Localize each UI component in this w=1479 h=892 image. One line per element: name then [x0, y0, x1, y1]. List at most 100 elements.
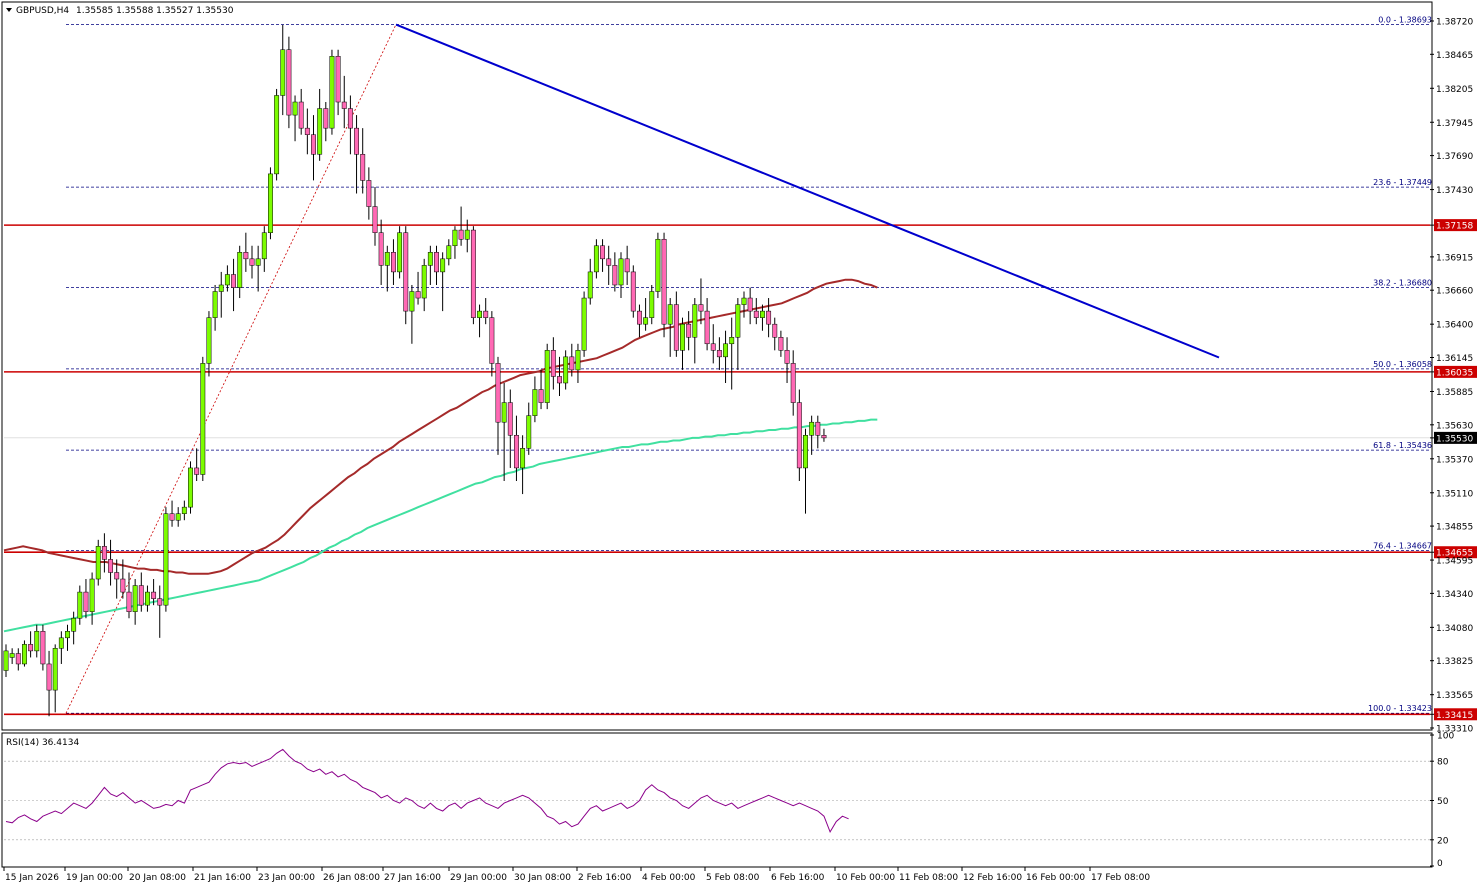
candle-body — [15, 653, 21, 665]
candle-body — [71, 617, 77, 632]
rsi-tick-label: 20 — [1437, 836, 1449, 846]
candle-body — [188, 467, 193, 508]
rsi-line — [5, 748, 849, 834]
candle-body — [317, 108, 323, 155]
candle-body — [520, 448, 526, 469]
y-tick-label: 1.33825 — [1436, 657, 1473, 667]
candle-body — [667, 304, 673, 325]
price-tag-label: 1.36035 — [1436, 368, 1473, 378]
candle-body — [593, 245, 599, 273]
candle-body — [323, 108, 329, 129]
fib-layer: 0.0 - 1.38693 23.6 - 1.37449 38.2 - 1.3668… — [65, 16, 1432, 714]
candle-body — [268, 173, 273, 233]
candle-body — [458, 229, 464, 240]
candle-body — [575, 350, 581, 371]
candle-body — [218, 284, 224, 292]
candle-body — [741, 297, 747, 305]
candle-body — [65, 631, 70, 639]
y-tick-label: 1.34340 — [1436, 590, 1473, 600]
candle-body — [427, 252, 433, 266]
candle-body — [335, 56, 341, 103]
candle-body — [446, 245, 452, 260]
candle-body — [366, 180, 372, 207]
candle-body — [747, 297, 753, 312]
candle-body — [538, 389, 544, 403]
collapse-arrow-icon[interactable] — [6, 8, 12, 12]
candle-body — [206, 317, 212, 364]
candle-body — [723, 343, 728, 358]
rsi-tick-label: 50 — [1437, 797, 1449, 807]
candle-body — [809, 421, 815, 436]
y-tick-label: 1.33565 — [1436, 691, 1473, 701]
price-tag-bg — [1434, 365, 1477, 378]
rsi-tick-label: 100 — [1437, 732, 1454, 742]
trend-layer — [395, 23, 1220, 359]
x-tick-label: 26 Jan 08:00 — [323, 873, 380, 883]
x-axis: 15 Jan 2026 19 Jan 00:00 20 Jan 08:00 21 Ja… — [3, 867, 1150, 883]
candle-body — [415, 291, 421, 299]
candle-body — [237, 252, 243, 288]
price-tag-bg — [1434, 219, 1477, 232]
candle-body — [58, 637, 64, 649]
fib-diagonal — [65, 24, 397, 714]
x-tick-label: 16 Feb 00:00 — [1026, 873, 1085, 883]
candle-body — [274, 95, 280, 175]
x-tick-label: 21 Jan 16:00 — [194, 873, 251, 883]
candle-body — [452, 229, 458, 247]
y-tick-label: 1.33310 — [1436, 725, 1473, 735]
x-tick-label: 5 Feb 08:00 — [706, 873, 760, 883]
candle-body — [95, 546, 101, 580]
candle-body — [495, 363, 501, 423]
candle-body — [114, 572, 120, 580]
candle-body — [643, 317, 649, 325]
candle-body — [163, 513, 169, 606]
price-tag-bg — [1434, 431, 1477, 444]
candle-body — [796, 402, 802, 469]
y-tick-label: 1.34080 — [1436, 624, 1473, 634]
candle-body — [224, 274, 230, 286]
candle-body — [311, 134, 316, 155]
candle-body — [157, 598, 163, 606]
x-tick-label: 29 Jan 00:00 — [450, 873, 507, 883]
y-tick-label: 1.37945 — [1436, 119, 1473, 129]
y-tick-label: 1.38205 — [1436, 85, 1473, 95]
x-tick-label: 20 Jan 08:00 — [129, 873, 186, 883]
fib-label: 61.8 - 1.35436 — [1373, 441, 1432, 450]
candle-body — [138, 585, 144, 606]
candle-body — [261, 232, 267, 260]
candle-body — [483, 310, 489, 318]
x-tick-label: 2 Feb 16:00 — [578, 873, 632, 883]
x-tick-label: 10 Feb 00:00 — [836, 873, 895, 883]
candle-body — [298, 101, 304, 129]
candle-body — [507, 402, 513, 436]
fib-label: 76.4 - 1.34667 — [1373, 542, 1432, 551]
candle-body — [421, 265, 427, 299]
candle-body — [680, 323, 685, 351]
candle-body — [409, 291, 415, 312]
y-tick-label: 1.35630 — [1436, 421, 1473, 431]
candle-body — [729, 336, 735, 345]
candle-body — [372, 206, 378, 233]
x-tick-label: 6 Feb 16:00 — [771, 873, 825, 883]
y-tick-label: 1.36660 — [1436, 287, 1473, 297]
symbol-label: GBPUSD,H4 — [16, 6, 69, 16]
trendline-blue — [395, 23, 1220, 359]
price-tag-label: 1.33415 — [1436, 711, 1473, 721]
price-tag-label: 1.34655 — [1436, 549, 1473, 559]
candle-body — [194, 467, 200, 475]
candle-body — [3, 650, 9, 671]
candle-body — [151, 591, 157, 599]
candle-body — [169, 513, 175, 521]
candle-body — [624, 258, 630, 273]
candle-body — [489, 317, 495, 364]
candle-body — [649, 291, 655, 318]
candle-body — [292, 101, 298, 116]
candle-body — [101, 546, 107, 560]
candle-body — [360, 154, 366, 181]
levels-layer — [4, 224, 1430, 716]
candle-body — [710, 343, 716, 351]
y-tick-label: 1.36400 — [1436, 321, 1473, 331]
